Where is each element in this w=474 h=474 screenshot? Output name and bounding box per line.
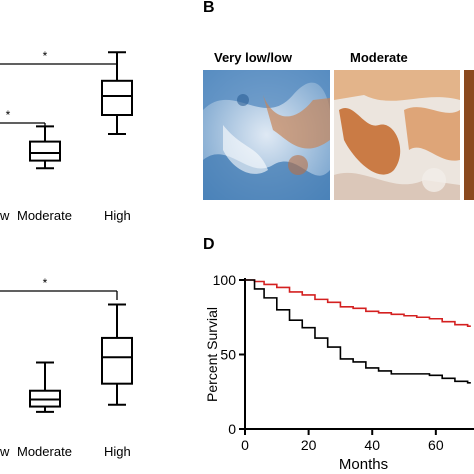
- ihc-image-moderate: [334, 70, 460, 200]
- box-high: [101, 336, 133, 385]
- y-axis-label: Percent Survial: [204, 307, 220, 402]
- tick-label-low-bottom: w: [0, 444, 10, 459]
- y-tick-label: 0: [228, 421, 236, 437]
- tick-label-high-bottom: High: [104, 444, 131, 459]
- tick-label-moderate-top: Moderate: [17, 208, 72, 223]
- image-label-very-low: Very low/low: [214, 50, 293, 65]
- ihc-image-very-low: [203, 70, 330, 200]
- panel-label-b: B: [203, 0, 215, 16]
- y-tick-label: 50: [220, 347, 236, 363]
- x-axis-label: Months: [339, 456, 388, 473]
- x-tick-label: 20: [301, 437, 317, 453]
- survival-chart: 0 50 100 0 20 40 60 Months Percent Survial: [204, 272, 474, 473]
- tick-label-high-top: High: [104, 208, 131, 223]
- significance-star: *: [43, 276, 48, 290]
- tick-label-moderate-bottom: Moderate: [17, 444, 72, 459]
- boxplot-top: * * w Moderate High: [0, 49, 133, 223]
- boxplot-bottom: * w Moderate High: [0, 276, 133, 459]
- box-high: [101, 79, 133, 117]
- panel-label-d: D: [203, 236, 215, 253]
- y-tick-label: 100: [213, 272, 237, 288]
- box-moderate: [29, 140, 61, 162]
- x-tick-label: 60: [428, 437, 444, 453]
- x-tick-label: 0: [241, 437, 249, 453]
- survival-curve-red: [245, 279, 471, 327]
- significance-star: *: [43, 49, 48, 63]
- image-label-moderate: Moderate: [350, 50, 408, 65]
- significance-star: *: [6, 108, 11, 122]
- ihc-image-high-partial: [464, 70, 474, 200]
- x-tick-label: 40: [364, 437, 380, 453]
- survival-curve-black: [245, 279, 471, 384]
- tick-label-low-top: w: [0, 208, 10, 223]
